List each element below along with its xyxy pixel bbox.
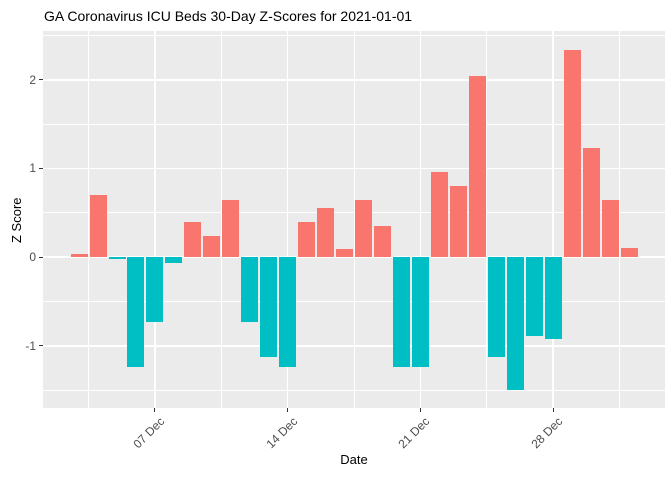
x-tick-label: 14 Dec [263,414,300,452]
y-tick-label: 0 [29,250,36,265]
bar [430,172,448,258]
bar [184,221,202,258]
y-tick-label: 1 [29,161,36,176]
plot-panel [43,31,665,408]
bar [146,257,164,322]
bar [411,257,429,368]
bar [468,76,486,258]
y-axis-tick [39,79,43,81]
bar [487,257,505,358]
bar [89,195,107,258]
bar [525,257,543,337]
bar [222,199,240,258]
gridline-minor-vertical [486,31,488,408]
bar [260,257,278,358]
bar [620,248,638,258]
x-axis-title: Date [340,452,368,467]
bar [355,199,372,258]
x-axis-tick [154,408,156,412]
y-tick-label: -1 [25,338,36,353]
bar [127,257,145,368]
gridline-minor-vertical [353,31,355,408]
bar [506,257,524,391]
bar [279,257,297,368]
gridline-minor-vertical [220,31,222,408]
gridline-major-horizontal [43,256,665,258]
bar [601,199,619,258]
bar [544,257,562,339]
bar [317,208,335,258]
gridline-minor-vertical [88,31,89,408]
x-tick-label: 28 Dec [528,414,566,452]
gridline-major-horizontal [43,345,665,347]
bar [203,235,221,258]
y-tick-label: 2 [29,72,36,87]
bar [373,226,391,258]
x-axis-tick [419,408,421,412]
bar [241,257,259,322]
bar [392,257,410,368]
bar [449,186,467,258]
gridline-major-vertical [419,31,422,408]
bar [70,253,88,258]
gridline-major-vertical [286,31,289,408]
gridline-major-horizontal [43,167,665,170]
gridline-major-vertical [552,31,554,408]
bar [108,257,126,259]
bar [582,148,600,258]
gridline-major-horizontal [43,79,665,81]
y-axis-tick [39,345,43,347]
x-axis-tick [552,408,554,412]
y-axis-tick [39,167,43,169]
x-axis-tick [287,408,289,412]
bar [563,49,581,258]
gridline-major-vertical [154,31,156,408]
y-axis-title: Z Score [9,197,24,243]
chart-title: GA Coronavirus ICU Beds 30-Day Z-Scores … [44,8,413,24]
x-tick-label: 21 Dec [395,414,433,452]
gridline-minor-vertical [619,31,620,408]
bar [165,257,183,264]
bar [336,249,353,258]
bar [298,221,316,258]
x-tick-label: 07 Dec [130,414,168,452]
y-axis-tick [39,256,43,258]
